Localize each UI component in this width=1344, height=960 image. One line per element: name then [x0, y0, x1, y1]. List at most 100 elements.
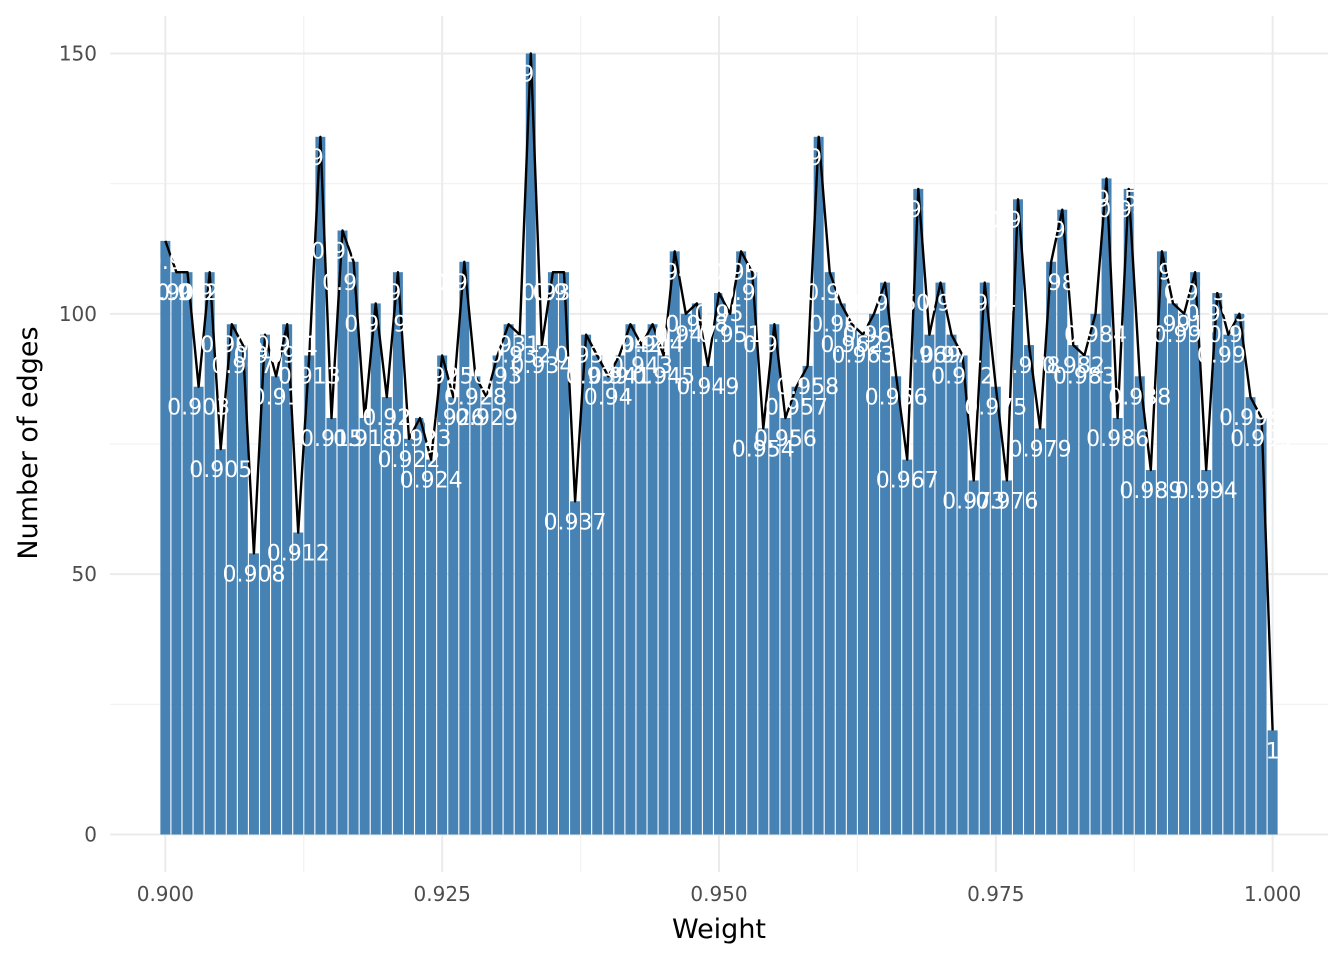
histogram-bar	[1079, 355, 1090, 835]
histogram-bar	[581, 334, 592, 835]
bar-value-label: 0.977	[986, 208, 1049, 233]
bar-value-label: 0.974	[953, 292, 1016, 317]
histogram-bar	[1234, 313, 1245, 835]
histogram-bar	[514, 334, 525, 835]
bar-value-label: 0.928	[444, 385, 507, 410]
histogram-bar	[747, 272, 758, 835]
y-tick-label: 100	[59, 302, 97, 326]
histogram-bar	[193, 386, 204, 835]
histogram-bar	[691, 303, 702, 835]
bar-value-label: 0.957	[765, 396, 828, 421]
bar-value-label: 0.916	[311, 240, 374, 265]
histogram-bar	[647, 324, 658, 835]
histogram-bar	[1123, 188, 1134, 835]
histogram-bar	[924, 334, 935, 835]
bar-value-label: 0.991	[1141, 312, 1204, 337]
bar-value-label: 0.941	[588, 364, 651, 389]
bar-value-label: 0.97	[916, 292, 965, 317]
histogram-bar	[1212, 293, 1223, 835]
histogram-bar	[714, 293, 724, 835]
bar-value-label: 0.99	[1137, 260, 1186, 285]
histogram-bar	[880, 282, 891, 835]
bar-value-label: 0.978	[998, 354, 1061, 379]
histogram-bar	[536, 345, 547, 835]
histogram-bar	[1046, 261, 1057, 835]
bar-value-label: 0.984	[1064, 323, 1127, 348]
bar-value-label: 0.94	[584, 385, 633, 410]
histogram-bar	[315, 136, 326, 835]
bar-value-label: 0.997	[1208, 323, 1271, 348]
bar-value-label: 0.968	[887, 198, 950, 223]
bar-value-label: 0.962	[820, 333, 883, 358]
bar-value-label: 0.975	[964, 396, 1027, 421]
bar-value-label: 0.956	[754, 427, 817, 452]
histogram-bar	[237, 345, 248, 835]
histogram-bar	[1190, 272, 1201, 835]
bar-value-label: 0.92	[362, 406, 411, 431]
bar-value-label: 0.901	[145, 281, 208, 306]
bar-value-label: 0.953	[721, 281, 784, 306]
histogram-bar	[835, 303, 846, 835]
histogram-bar	[1012, 199, 1023, 835]
bar-value-label: 0.923	[389, 427, 452, 452]
histogram-bar	[846, 324, 857, 835]
bar-value-label: 0.914	[289, 146, 352, 171]
histogram-bar	[1035, 428, 1046, 835]
trend-line	[164, 52, 1274, 731]
histogram-bar	[658, 355, 669, 835]
histogram-bar	[171, 272, 182, 835]
histogram-bar	[1167, 303, 1178, 835]
bar-value-label: 0.949	[676, 375, 739, 400]
histogram-bar	[1112, 417, 1123, 835]
histogram-bar	[968, 480, 979, 835]
x-tick-label: 0.950	[690, 882, 747, 906]
bar-value-label: 0.947	[654, 323, 717, 348]
bar-value-label: 0.907	[211, 354, 274, 379]
histogram-bar	[702, 365, 713, 835]
bar-value-label: 0.921	[366, 281, 429, 306]
bar-value-label: 0.972	[931, 364, 994, 389]
bar-value-label: 0.9	[148, 250, 183, 275]
bar-value-label: 0.929	[455, 406, 518, 431]
histogram-bar	[293, 532, 304, 835]
bar-value-label: 0.955	[743, 333, 806, 358]
histogram-bar	[304, 355, 315, 835]
histogram-bar	[791, 386, 802, 835]
histogram-bar	[979, 282, 990, 835]
histogram-bar	[160, 240, 171, 835]
histogram-bar	[603, 376, 614, 835]
histogram-bar	[381, 397, 392, 835]
bar-value-label: 0.93	[473, 364, 522, 389]
histogram-bar	[736, 251, 747, 835]
bar-value-label: 0.919	[344, 312, 407, 337]
bar-value-label: 0.912	[267, 542, 330, 567]
bar-value-label: 0.922	[377, 448, 440, 473]
bar-value-label: 0.906	[200, 333, 263, 358]
bar-value-label: 0.904	[178, 281, 241, 306]
histogram-bar	[1101, 178, 1112, 835]
histogram-bar	[260, 334, 271, 835]
histogram-bar	[437, 355, 448, 835]
histogram-bar	[470, 376, 481, 835]
histogram-bar	[392, 272, 403, 835]
histogram-bar	[680, 313, 691, 835]
histogram-bar	[1156, 251, 1167, 835]
histogram-bar	[1057, 209, 1068, 835]
bar-value-label: 0.926	[422, 406, 485, 431]
bar-value-label: 0.959	[787, 146, 850, 171]
bar-value-label: 0.934	[510, 354, 573, 379]
bar-value-label: 0.936	[532, 281, 595, 306]
histogram-bar	[1068, 345, 1079, 835]
bar-value-label: 0.948	[665, 312, 728, 337]
y-axis-ticks: 0 50 100 150	[59, 41, 97, 846]
bar-value-label: 0.915	[300, 427, 363, 452]
bar-value-label: 0.969	[898, 344, 961, 369]
histogram-bar	[1024, 345, 1035, 835]
bar-value-label: 0.966	[865, 385, 928, 410]
bar-value-label: 0.937	[544, 510, 607, 535]
x-tick-label: 0.975	[967, 882, 1024, 906]
y-tick-label: 150	[59, 41, 97, 65]
bar-value-label: 0.939	[566, 364, 629, 389]
